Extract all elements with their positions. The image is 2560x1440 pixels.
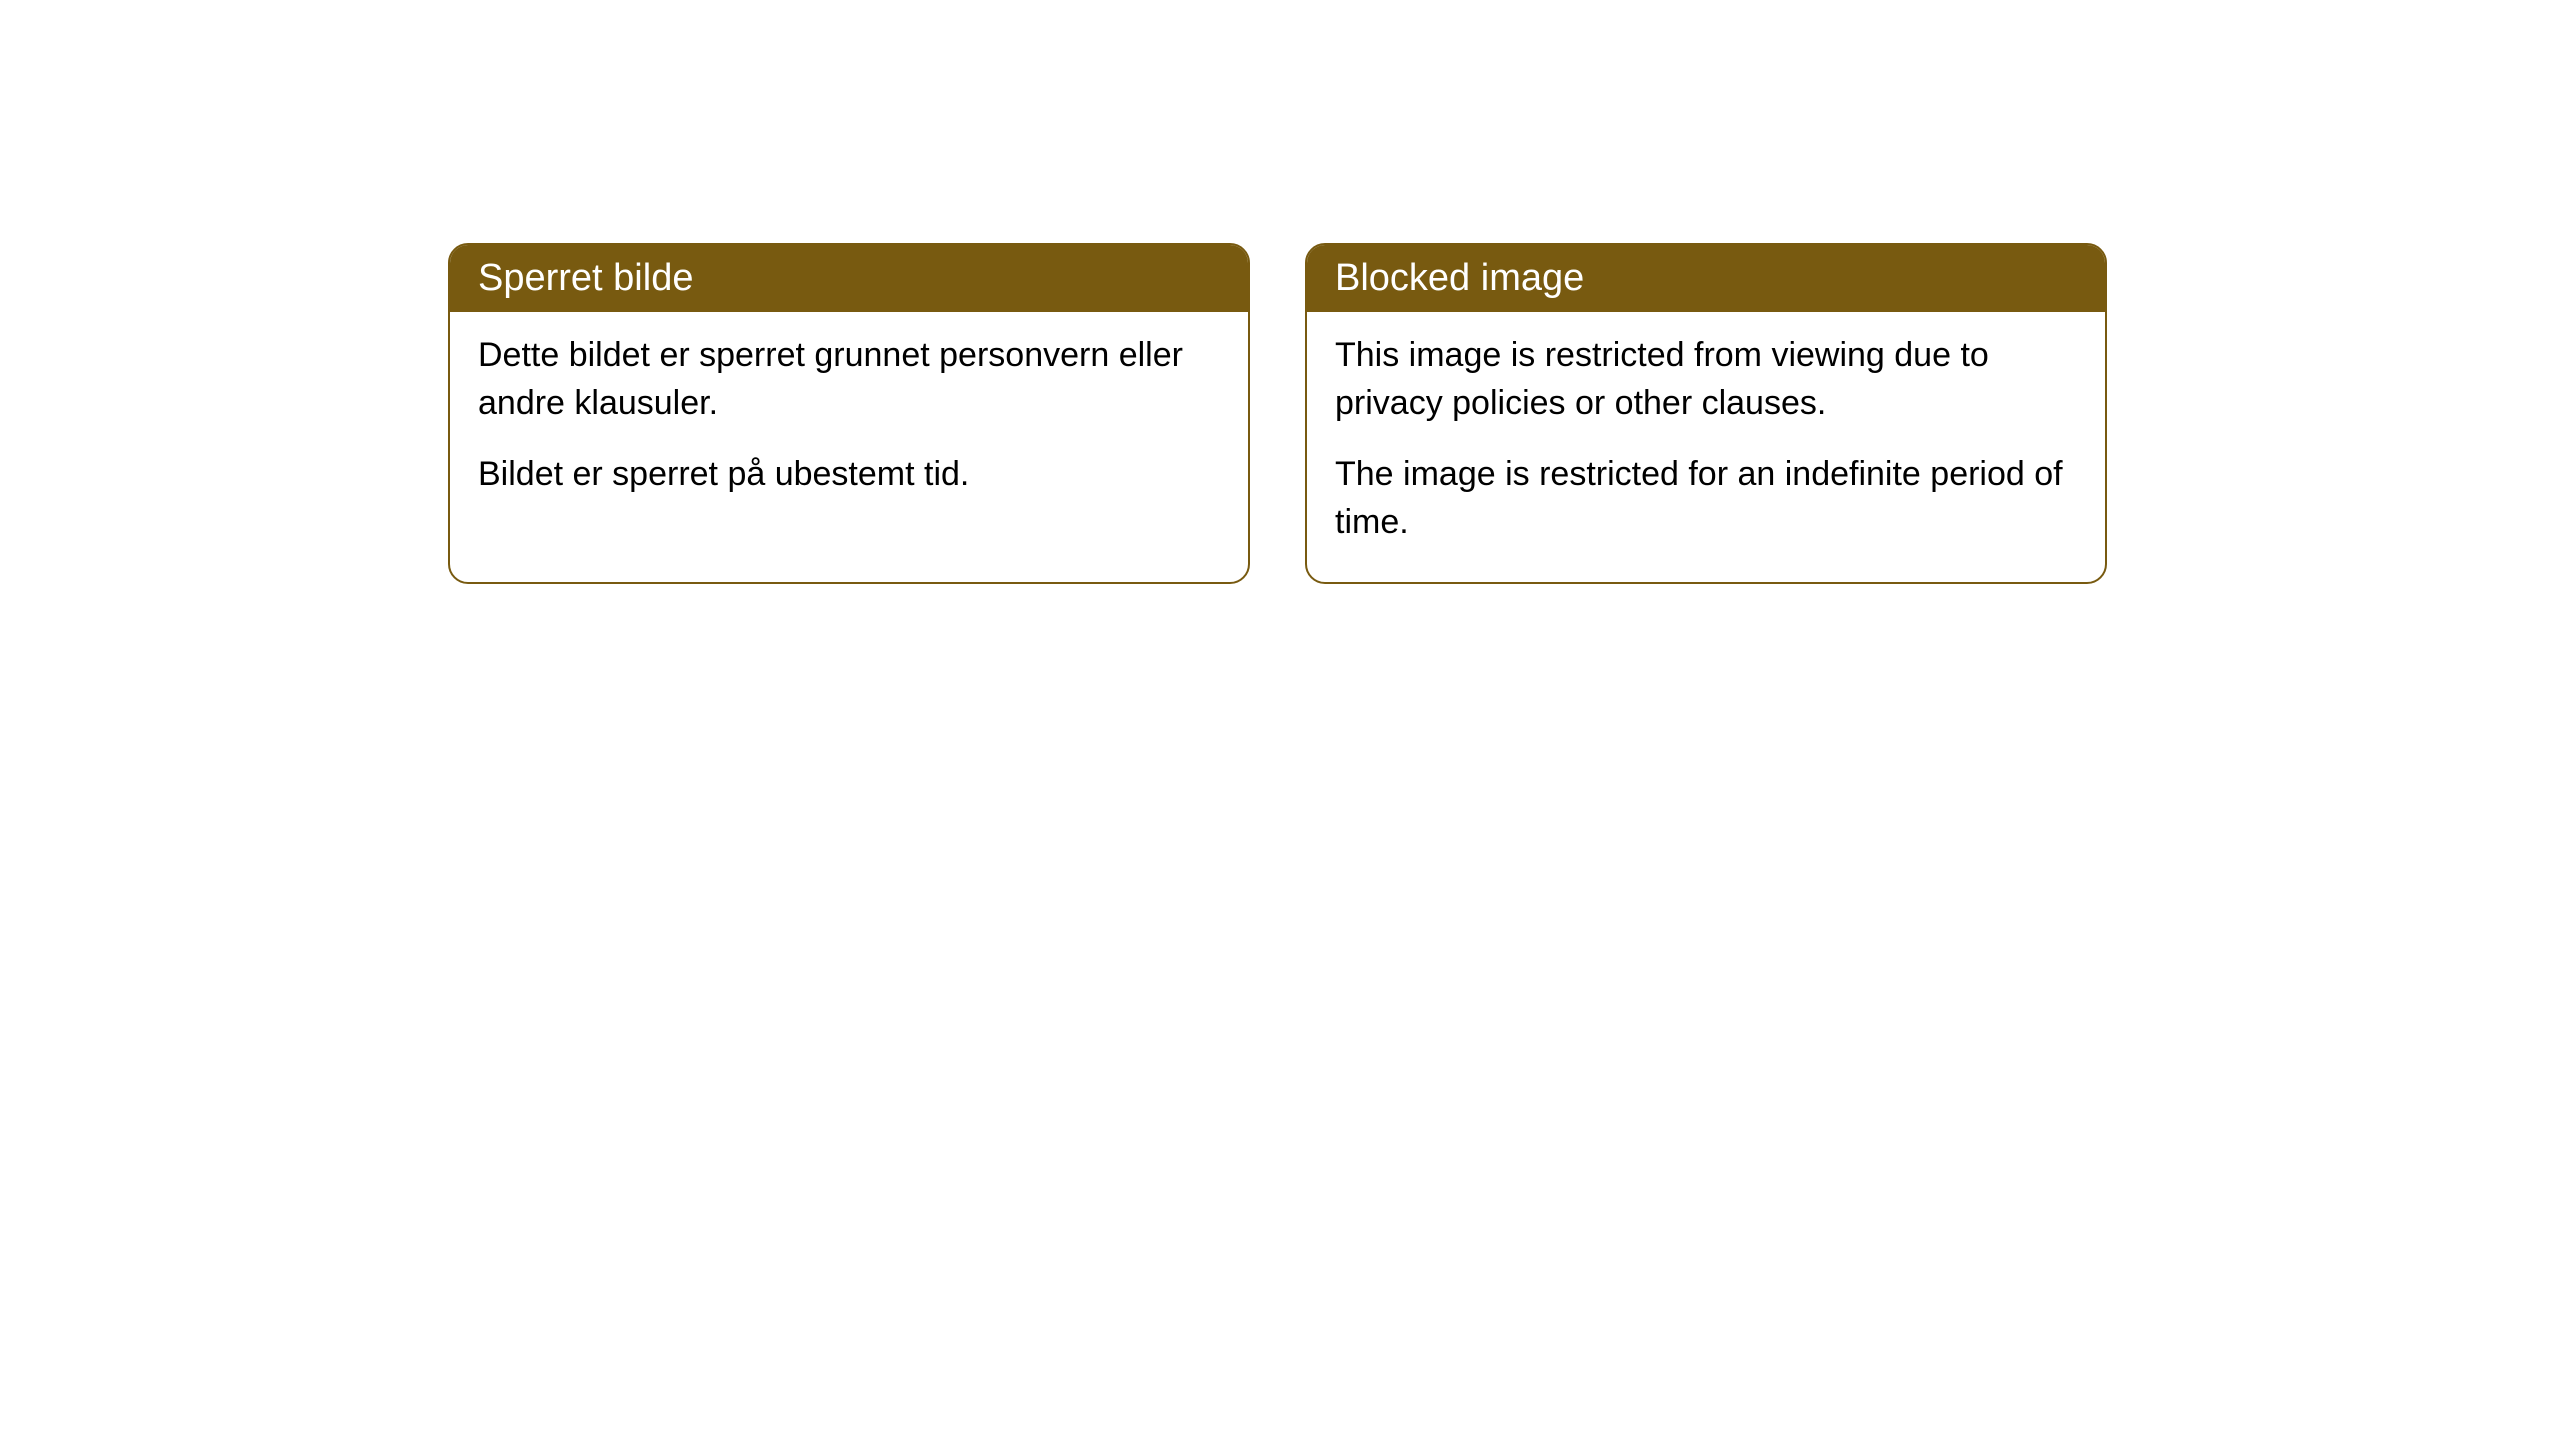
card-title-english: Blocked image [1335, 257, 1584, 299]
card-header-norwegian: Sperret bilde [450, 245, 1248, 312]
cards-container: Sperret bilde Dette bildet er sperret gr… [448, 243, 2107, 584]
card-header-english: Blocked image [1307, 245, 2105, 312]
card-body-english: This image is restricted from viewing du… [1307, 312, 2105, 582]
card-paragraph-2-norwegian: Bildet er sperret på ubestemt tid. [478, 451, 1220, 499]
card-title-norwegian: Sperret bilde [478, 257, 693, 299]
card-paragraph-1-english: This image is restricted from viewing du… [1335, 332, 2077, 427]
card-norwegian: Sperret bilde Dette bildet er sperret gr… [448, 243, 1250, 584]
card-english: Blocked image This image is restricted f… [1305, 243, 2107, 584]
card-paragraph-1-norwegian: Dette bildet er sperret grunnet personve… [478, 332, 1220, 427]
card-paragraph-2-english: The image is restricted for an indefinit… [1335, 451, 2077, 546]
card-body-norwegian: Dette bildet er sperret grunnet personve… [450, 312, 1248, 535]
